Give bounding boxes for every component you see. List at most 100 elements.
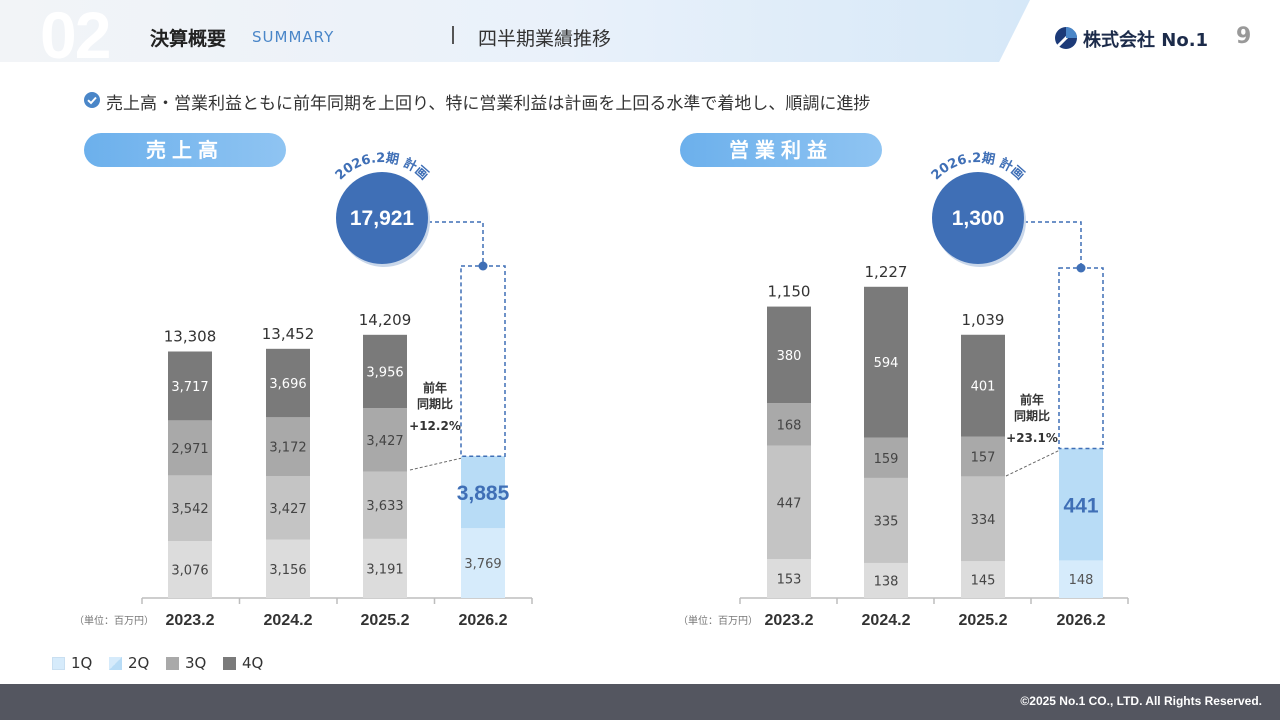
summary-text: 売上高・営業利益ともに前年同期を上回り、特に営業利益は計画を上回る水準で着地し、… <box>106 94 871 114</box>
profit-bar-label-2026.2-1Q: 148 <box>1069 573 1094 588</box>
sales-yoy-connector <box>409 457 462 471</box>
sales-bar-label-2025.2-1Q: 3,191 <box>366 562 403 577</box>
profit-bar-label-2024.2-3Q: 159 <box>874 452 899 467</box>
sales-bar-2023.2-3Q <box>168 420 212 476</box>
sales-bar-label-2024.2-4Q: 3,696 <box>269 377 306 392</box>
sales-bar-2025.2-2Q <box>363 471 407 539</box>
sales-plan-connector <box>428 221 484 266</box>
profit-bar-current-2q <box>1059 448 1103 561</box>
sales-bar-2024.2-4Q <box>266 348 310 418</box>
sales-category-label: 2026.2 <box>459 612 508 629</box>
legend-swatch-3q <box>166 657 179 670</box>
sales-bar-2025.2-3Q <box>363 408 407 472</box>
profit-category-label: 2025.2 <box>959 612 1008 629</box>
sales-bar-2023.2-2Q <box>168 475 212 542</box>
sales-yoy-line1: 前年 <box>423 380 447 395</box>
profit-current-cumulative-label: 441 <box>1063 494 1098 517</box>
profit-plan-box <box>1058 267 1104 450</box>
sales-total-label-2025.2: 14,209 <box>359 311 412 329</box>
operating-profit-chart-title: 営業利益 <box>680 133 882 167</box>
check-circle-icon <box>84 92 100 108</box>
sales-yoy-line2: 同期比 <box>417 396 453 411</box>
legend-label-1q: 1Q <box>71 654 93 672</box>
sales-plan-box <box>460 265 506 457</box>
sales-bar-label-2025.2-2Q: 3,633 <box>366 499 403 514</box>
section-divider <box>452 26 454 44</box>
sales-bar-2025.2-4Q <box>363 334 407 409</box>
profit-bar-2023.2-3Q <box>767 403 811 446</box>
sales-bar-2024.2-1Q <box>266 539 310 598</box>
profit-plan-connector <box>1024 221 1082 268</box>
profit-bar-2024.2-1Q <box>864 562 908 598</box>
sales-bar-label-2024.2-2Q: 3,427 <box>269 502 306 517</box>
profit-bar-label-2024.2-2Q: 335 <box>874 514 899 529</box>
profit-total-label-2023.2: 1,150 <box>768 283 811 301</box>
section-number: 02 <box>40 0 111 72</box>
sales-bar-2024.2-3Q <box>266 417 310 477</box>
profit-bar-2023.2-1Q <box>767 559 811 598</box>
profit-category-label: 2024.2 <box>862 612 911 629</box>
sales-yoy-value: +12.2% <box>409 419 461 433</box>
profit-total-label-2024.2: 1,227 <box>865 263 908 281</box>
profit-yoy-value: +23.1% <box>1006 431 1058 445</box>
sales-plan-value: 17,921 <box>350 207 415 230</box>
profit-bar-2026.2-1Q <box>1059 560 1103 598</box>
profit-category-label: 2026.2 <box>1057 612 1106 629</box>
profit-bar-label-2025.2-3Q: 157 <box>971 450 996 465</box>
profit-bar-label-2023.2-3Q: 168 <box>777 418 802 433</box>
legend-swatch-1q <box>52 657 65 670</box>
sales-category-label: 2025.2 <box>361 612 410 629</box>
footer: ©2025 No.1 CO., LTD. All Rights Reserved… <box>0 684 1280 720</box>
sales-chart-title: 売上高 <box>84 133 286 167</box>
sales-bar-label-2024.2-3Q: 3,172 <box>269 441 306 456</box>
company-logo-icon <box>1055 27 1077 49</box>
sales-bar-current-2q <box>461 456 505 529</box>
profit-plan-dot <box>1076 263 1086 273</box>
copyright: ©2025 No.1 CO., LTD. All Rights Reserved… <box>1020 694 1262 708</box>
profit-bar-2025.2-2Q <box>961 476 1005 562</box>
sales-bar-2023.2-1Q <box>168 541 212 598</box>
profit-yoy-connector <box>1005 450 1060 477</box>
profit-bar-2024.2-3Q <box>864 437 908 478</box>
sales-bar-label-2026.2-1Q: 3,769 <box>464 557 501 572</box>
sales-bar-label-2024.2-1Q: 3,156 <box>269 563 306 578</box>
profit-bar-label-2023.2-1Q: 153 <box>777 573 802 588</box>
page-number: 9 <box>1236 24 1252 49</box>
profit-yoy-line1: 前年 <box>1020 392 1044 407</box>
legend-swatch-2q <box>109 657 122 670</box>
legend-label-2q: 2Q <box>128 654 150 672</box>
profit-bar-2024.2-4Q <box>864 286 908 438</box>
sales-total-label-2024.2: 13,452 <box>262 325 315 343</box>
sales-total-label-2023.2: 13,308 <box>164 327 217 345</box>
sales-bar-label-2025.2-3Q: 3,427 <box>366 434 403 449</box>
profit-bar-2023.2-4Q <box>767 306 811 404</box>
profit-bar-label-2024.2-4Q: 594 <box>874 356 899 371</box>
sales-plan-circle <box>336 172 428 264</box>
profit-plan-circle <box>932 172 1024 264</box>
profit-plan-value: 1,300 <box>952 207 1005 230</box>
sales-bar-label-2023.2-1Q: 3,076 <box>171 564 208 579</box>
sales-bar-2026.2-1Q <box>461 528 505 598</box>
profit-bar-label-2023.2-2Q: 447 <box>777 496 802 511</box>
header-band <box>0 0 1030 62</box>
profit-bar-2023.2-2Q <box>767 445 811 560</box>
profit-bar-label-2025.2-1Q: 145 <box>971 574 996 589</box>
section-title: 決算概要 <box>150 28 227 50</box>
sales-category-label: 2023.2 <box>166 612 215 629</box>
page-topic: 四半期業績推移 <box>478 28 612 50</box>
section-subtitle: SUMMARY <box>252 28 335 46</box>
legend-label-4q: 4Q <box>242 654 264 672</box>
profit-bar-2025.2-1Q <box>961 561 1005 598</box>
sales-bar-label-2025.2-4Q: 3,956 <box>366 365 403 380</box>
sales-bar-2025.2-1Q <box>363 538 407 598</box>
sales-bar-2024.2-2Q <box>266 476 310 540</box>
profit-yoy-line2: 同期比 <box>1014 408 1050 423</box>
header: 02 決算概要 SUMMARY 四半期業績推移 株式会社 No.1 9 <box>0 0 1280 68</box>
sales-bar-label-2023.2-3Q: 2,971 <box>171 442 208 457</box>
company-name: 株式会社 No.1 <box>1083 30 1209 51</box>
sales-bar-2023.2-4Q <box>168 351 212 421</box>
legend-label-3q: 3Q <box>185 654 207 672</box>
profit-bar-label-2025.2-2Q: 334 <box>971 513 996 528</box>
sales-unit-note: （単位：百万円） <box>74 614 154 627</box>
profit-unit-note: （単位：百万円） <box>678 614 758 627</box>
